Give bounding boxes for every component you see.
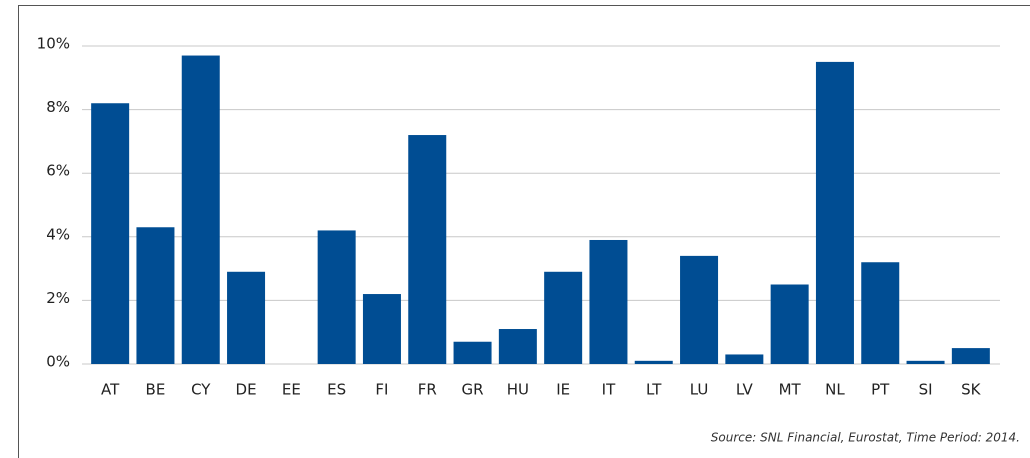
bar [317, 230, 356, 364]
y-tick-label: 2% [46, 289, 70, 307]
bar [136, 227, 175, 364]
y-tick-label: 4% [46, 225, 70, 243]
bar [951, 348, 990, 364]
x-tick-label: SI [919, 381, 933, 399]
y-tick-label: 0% [46, 353, 70, 371]
x-tick-label: EE [282, 381, 301, 399]
bar [770, 284, 809, 364]
x-tick-label: LU [690, 381, 709, 399]
bar [589, 239, 628, 364]
x-tick-label: GR [462, 381, 484, 399]
bar [91, 103, 130, 365]
bar [861, 262, 900, 364]
bar [634, 360, 673, 364]
x-tick-label: IE [556, 381, 570, 399]
x-tick-label: PT [871, 381, 890, 399]
x-tick-label: SK [961, 381, 982, 399]
y-tick-label: 8% [46, 98, 70, 116]
x-tick-label: DE [236, 381, 257, 399]
bar [815, 61, 854, 365]
x-tick-label: NL [825, 381, 845, 399]
x-tick-label: AT [101, 381, 120, 399]
x-tick-label: HU [507, 381, 529, 399]
x-tick-label: FI [375, 381, 388, 399]
x-tick-label: LV [736, 381, 754, 399]
bar [906, 360, 945, 364]
x-tick-label: CY [191, 381, 211, 399]
bar [362, 294, 401, 364]
bar [408, 135, 447, 364]
y-tick-label: 10% [37, 35, 70, 53]
y-tick-label: 6% [46, 162, 70, 180]
bar [227, 271, 266, 364]
bar [725, 354, 764, 364]
bar [498, 329, 537, 364]
x-tick-label: BE [146, 381, 166, 399]
bar [181, 55, 220, 364]
x-tick-label: ES [327, 381, 346, 399]
x-tick-label: IT [602, 381, 616, 399]
x-tick-label: LT [646, 381, 662, 399]
source-note: Source: SNL Financial, Eurostat, Time Pe… [711, 431, 1020, 445]
frame [18, 5, 1030, 458]
bar [544, 271, 583, 364]
x-tick-label: MT [779, 381, 802, 399]
x-tick-label: FR [418, 381, 437, 399]
bar [680, 255, 719, 364]
bar [453, 341, 492, 364]
